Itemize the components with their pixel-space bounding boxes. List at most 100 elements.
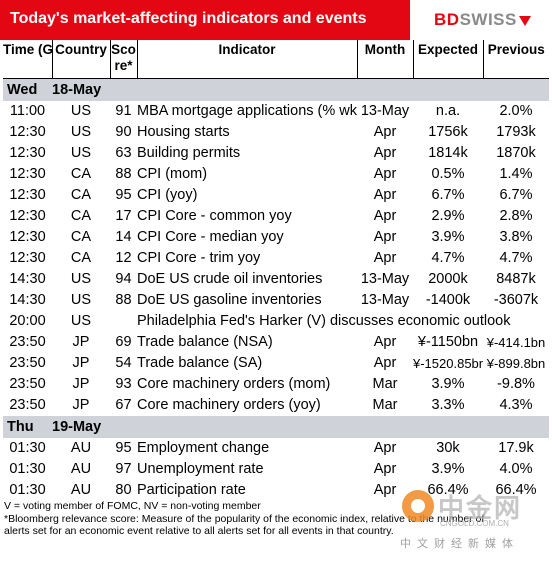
indicators-table: Time (GMT) Country Score* Indicator Mont…	[3, 40, 549, 501]
cell-score: 93	[115, 376, 132, 392]
cell-time: 12:30	[9, 145, 46, 161]
cell-score: 69	[115, 334, 132, 350]
cell-country: US	[70, 292, 92, 308]
cell-previous: 17.9k	[498, 440, 534, 456]
logo-bd: BD	[434, 10, 460, 29]
cell-time: 23:50	[9, 334, 46, 350]
cell-indicator: CPI Core - trim yoy	[137, 250, 261, 266]
cell-country: CA	[70, 229, 92, 245]
cell-month: Apr	[373, 461, 397, 477]
cell-indicator: DoE US gasoline inventories	[137, 292, 322, 308]
table-row: 23:50 JP 93 Core machinery orders (mom) Mar 3…	[3, 374, 549, 395]
cell-score: 97	[115, 461, 132, 477]
cell-score: 95	[115, 187, 132, 203]
cell-time: 12:30	[9, 229, 46, 245]
watermark-url: CNGOLD.COM.CN	[440, 519, 509, 528]
bdswiss-logo: BDSWISS	[434, 10, 531, 30]
cell-country: US	[70, 124, 92, 140]
cell-score: 90	[115, 124, 132, 140]
cell-indicator: Philadelphia Fed's Harker (V) discusses …	[137, 313, 511, 329]
cell-previous: 3.8%	[499, 229, 533, 245]
cell-previous: 6.7%	[499, 187, 533, 203]
cell-country: US	[70, 145, 92, 161]
cell-expected: 3.3%	[431, 397, 465, 413]
cell-indicator: Participation rate	[137, 482, 246, 498]
footnote-score: *Bloomberg relevance score: Measure of t…	[4, 512, 485, 525]
table-row: 20:00 US Philadelphia Fed's Harker (V) dis…	[3, 311, 549, 332]
day-row: Wed 18-May	[3, 78, 549, 101]
cngold-watermark: 中金网 CNGOLD.COM.CN 中文财经新媒体	[398, 482, 548, 552]
logo-arrow-icon	[518, 15, 531, 26]
cell-indicator: CPI Core - common yoy	[137, 208, 292, 224]
table-row: 14:30 US 88 DoE US gasoline inventories 13-M…	[3, 290, 549, 311]
col-indicator: Indicator	[136, 40, 357, 79]
watermark-logo-icon	[402, 490, 434, 522]
cell-indicator: Trade balance (SA)	[137, 355, 263, 371]
cell-score: 14	[115, 229, 132, 245]
cell-expected: 2000k	[428, 271, 468, 287]
cell-month: 13-May	[360, 292, 410, 308]
table-row: 14:30 US 94 DoE US crude oil inventories 13-…	[3, 269, 549, 290]
logo-swiss: SWISS	[459, 10, 517, 29]
cell-country: CA	[70, 166, 92, 182]
table-row: 11:00 US 91 MBA mortgage applications (% wk…	[3, 101, 549, 122]
cell-score: 54	[115, 355, 132, 371]
cell-score: 63	[115, 145, 132, 161]
cell-time: 01:30	[9, 440, 46, 456]
cell-expected: 3.9%	[431, 461, 465, 477]
cell-month: Apr	[373, 355, 397, 371]
footnote-score-cont: alerts set for an economic event relativ…	[4, 525, 394, 537]
col-month: Month	[356, 40, 413, 79]
table-row: 12:30 CA 14 CPI Core - median yoy Apr 3.9% 3.8…	[3, 227, 549, 248]
table-row: 12:30 CA 12 CPI Core - trim yoy Apr 4.7% 4.7%	[3, 248, 549, 269]
cell-indicator: DoE US crude oil inventories	[137, 271, 323, 287]
cell-expected: 1814k	[428, 145, 468, 161]
cell-score: 88	[115, 292, 132, 308]
cell-score: 94	[115, 271, 132, 287]
cell-country: AU	[70, 482, 92, 498]
cell-previous: 8487k	[496, 271, 536, 287]
cell-indicator: CPI (yoy)	[137, 187, 198, 203]
cell-month: 13-May	[360, 103, 410, 119]
page-title: Today's market-affecting indicators and …	[10, 10, 367, 27]
day-row: Thu 19-May	[3, 416, 549, 438]
cell-time: 12:30	[9, 166, 46, 182]
cell-previous: 4.0%	[499, 461, 533, 477]
cell-previous: -3607k	[493, 292, 539, 308]
cell-time: 12:30	[9, 124, 46, 140]
cell-month: Apr	[373, 208, 397, 224]
cell-previous: 2.8%	[499, 208, 533, 224]
col-score: Score*	[109, 40, 137, 79]
cell-indicator: CPI Core - median yoy	[137, 229, 284, 245]
cell-month: Apr	[373, 187, 397, 203]
cell-expected: 3.9%	[431, 376, 465, 392]
cell-expected: 0.5%	[431, 166, 465, 182]
cell-expected: ¥-1520.85bn	[413, 356, 483, 371]
cell-country: US	[70, 103, 92, 119]
cell-country: AU	[70, 440, 92, 456]
table-row: 23:50 JP 67 Core machinery orders (yoy) Mar 3…	[3, 395, 549, 416]
cell-month: Apr	[373, 145, 397, 161]
cell-expected: 2.9%	[431, 208, 465, 224]
cell-country: CA	[70, 250, 92, 266]
cell-previous: 2.0%	[499, 103, 533, 119]
day-date: 19-May	[52, 416, 549, 438]
cell-score: 80	[115, 482, 132, 498]
cell-time: 14:30	[9, 271, 46, 287]
cell-previous: 1870k	[496, 145, 536, 161]
cell-month: Apr	[373, 334, 397, 350]
cell-month: 13-May	[360, 271, 410, 287]
cell-time: 12:30	[9, 250, 46, 266]
cell-country: US	[70, 313, 92, 329]
cell-indicator: Building permits	[137, 145, 241, 161]
cell-time: 12:30	[9, 187, 46, 203]
cell-month: Mar	[372, 376, 398, 392]
day-date: 18-May	[52, 78, 549, 101]
cell-time: 23:50	[9, 397, 46, 413]
col-country: Country	[51, 40, 110, 79]
cell-score: 88	[115, 166, 132, 182]
table-row: 01:30 AU 95 Employment change Apr 30k 17.9k	[3, 438, 549, 459]
cell-time: 12:30	[9, 208, 46, 224]
cell-score: 95	[115, 440, 132, 456]
cell-previous: 1.4%	[499, 166, 533, 182]
